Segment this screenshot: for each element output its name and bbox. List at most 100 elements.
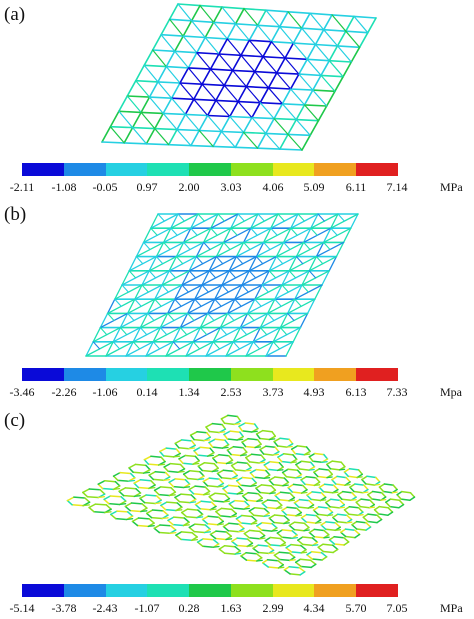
mesh-member [234, 552, 242, 555]
mesh-member [158, 493, 171, 497]
mesh-member [299, 312, 309, 329]
colorbar-tick: 3.73 [262, 385, 284, 399]
colorbar-segment [356, 163, 399, 176]
mesh-member [160, 18, 171, 36]
mesh-member [169, 18, 184, 37]
mesh-member [276, 469, 284, 472]
mesh-member [350, 499, 357, 501]
mesh-member [256, 499, 263, 502]
mesh-member [154, 112, 164, 130]
mesh-member [175, 241, 185, 258]
mesh-member [249, 468, 257, 474]
mesh-member [140, 111, 156, 130]
mesh-member [175, 448, 181, 455]
mesh-member [374, 483, 381, 486]
mesh-member [290, 448, 296, 455]
mesh-member [244, 500, 251, 507]
mesh-member [323, 241, 331, 251]
mesh-member [118, 487, 127, 493]
mesh-member [181, 284, 189, 293]
colorbar-segment [189, 163, 231, 176]
mesh-member [103, 498, 110, 505]
colorbar-tick: 4.34 [303, 601, 325, 615]
mesh-member [255, 487, 261, 494]
colorbar-ticks: -2.11 -1.08 -0.05 0.97 2.00 3.03 4.06 5.… [0, 180, 474, 196]
mesh-member [279, 544, 287, 547]
mesh-member [248, 39, 264, 58]
mesh-member [314, 284, 323, 300]
colorbar-tick: -5.14 [9, 601, 35, 615]
mesh-member [340, 531, 347, 538]
mesh-member [160, 501, 168, 507]
mesh-member [150, 213, 159, 229]
mesh-member [262, 56, 278, 74]
mesh-member [261, 521, 273, 525]
mesh-member [246, 298, 256, 315]
mesh-member [200, 500, 213, 503]
mesh-member [203, 439, 211, 442]
mesh-member [305, 521, 317, 524]
mesh-member [215, 256, 224, 265]
mesh-member [145, 509, 154, 515]
mesh-member [160, 504, 167, 511]
mesh-member [252, 326, 262, 343]
mesh-member [148, 96, 173, 99]
mesh-member [112, 475, 119, 482]
mesh-member [350, 213, 359, 229]
mesh-member [303, 104, 328, 107]
mesh-member [122, 494, 136, 498]
mesh-member [357, 469, 364, 476]
mesh-member [378, 505, 389, 509]
mesh-member [128, 463, 137, 469]
mesh-member [261, 429, 273, 433]
mesh-member [270, 485, 277, 491]
mesh-member [301, 270, 310, 286]
mesh-member [298, 506, 310, 509]
mesh-member [309, 12, 325, 31]
mesh-member [215, 461, 228, 465]
mesh-member [193, 438, 205, 442]
mesh-member [222, 227, 232, 244]
mesh-member [180, 531, 193, 534]
mesh-member [194, 523, 207, 526]
mesh-member [293, 502, 300, 508]
mesh-member [257, 544, 270, 547]
mesh-member [309, 119, 320, 137]
mesh-member [195, 256, 204, 265]
mesh-member [296, 445, 308, 448]
mesh-member [93, 510, 106, 514]
mesh-member [112, 487, 121, 491]
mesh-member [217, 213, 225, 222]
mesh-member [231, 537, 238, 543]
colorbar-tick: 7.33 [386, 385, 408, 399]
mesh-member [331, 544, 339, 551]
mesh-member [142, 227, 152, 244]
mesh-member [348, 467, 360, 471]
mesh-member [101, 487, 115, 491]
mesh-member [185, 515, 198, 519]
colorbar-tick: 4.93 [303, 385, 325, 399]
mesh-member [219, 327, 228, 336]
mesh-member [327, 469, 334, 476]
mesh-member [148, 270, 157, 279]
mesh-member [387, 507, 394, 513]
mesh-member [293, 528, 305, 532]
mesh-member [196, 516, 204, 519]
mesh-member [252, 547, 260, 554]
mesh-member [88, 506, 95, 513]
mesh-member [124, 487, 137, 490]
mesh-member [257, 492, 264, 499]
mesh-member [378, 486, 385, 493]
mesh-member [274, 298, 282, 307]
mesh-member [206, 298, 216, 315]
mesh-member [170, 213, 179, 229]
mesh-member [85, 341, 94, 357]
colorbar-tick: -3.78 [51, 601, 77, 615]
panel-b: (b) -3.46 -2.26 -1.06 0.14 1.34 2.53 3.7… [0, 200, 474, 406]
mesh-member [109, 125, 134, 129]
mesh-member [306, 491, 313, 496]
mesh-member [322, 550, 334, 554]
mesh-member [114, 284, 123, 300]
mesh-member [254, 446, 262, 449]
mesh-member [173, 35, 184, 53]
